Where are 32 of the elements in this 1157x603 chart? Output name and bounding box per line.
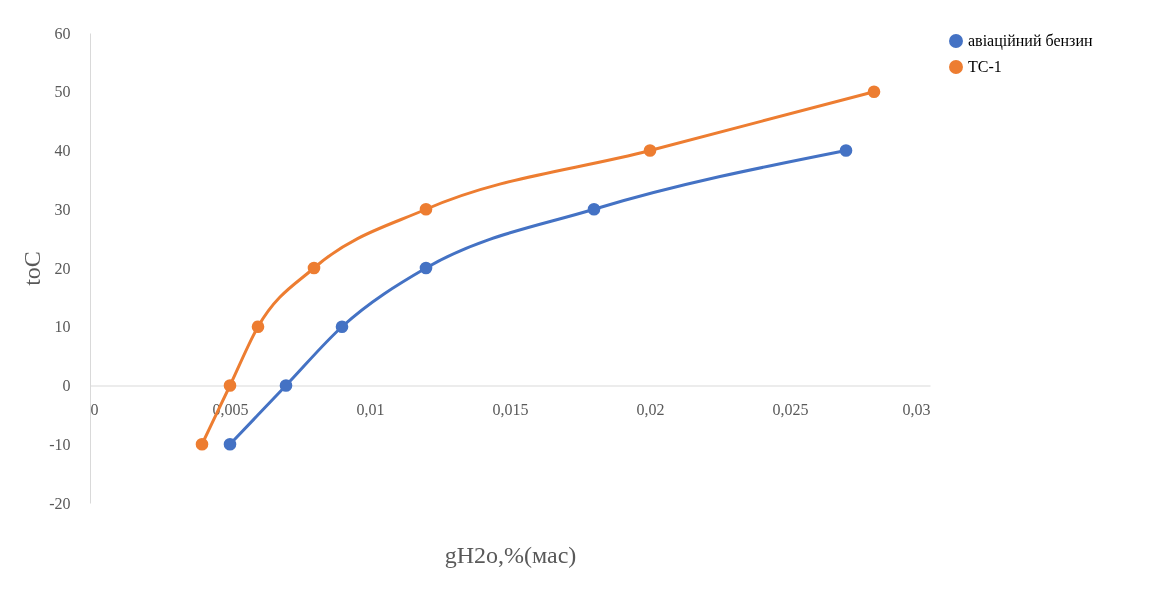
point (195, 437, 209, 451)
point (867, 85, 881, 99)
legend-label: авіаційний бензин (968, 32, 1093, 50)
point (419, 202, 433, 216)
x-tick-label: 0 (90, 401, 99, 418)
point (419, 261, 433, 275)
point (839, 144, 853, 157)
y-tick-label: 40 (54, 142, 71, 159)
y-tick-label: 20 (54, 259, 71, 277)
y-tick-label: 30 (54, 200, 71, 218)
point (251, 320, 265, 334)
point (223, 379, 237, 392)
y-tick-label: -20 (49, 494, 71, 512)
point (223, 437, 237, 451)
x-tick-label: 0,015 (492, 401, 529, 418)
point (335, 320, 349, 334)
point (307, 261, 321, 275)
x-tick-label: 0,025 (772, 401, 809, 418)
x-tick-label: 0,01 (356, 401, 385, 418)
point (587, 202, 601, 216)
y-axis-title: toC (19, 251, 46, 286)
x-tick-label: 0,03 (902, 401, 931, 418)
y-tick-label: 10 (54, 318, 71, 336)
y-tick-label: 50 (54, 83, 71, 101)
point (279, 379, 293, 392)
x-axis-title: gH2o,%(мас) (444, 541, 577, 568)
y-tick-label: -10 (49, 435, 71, 453)
legend-label: ТС-1 (968, 58, 1002, 75)
y-tick-label: 60 (54, 24, 71, 42)
x-tick-label: 0,02 (636, 401, 665, 418)
point (643, 144, 657, 157)
y-tick-label: 0 (62, 377, 71, 394)
